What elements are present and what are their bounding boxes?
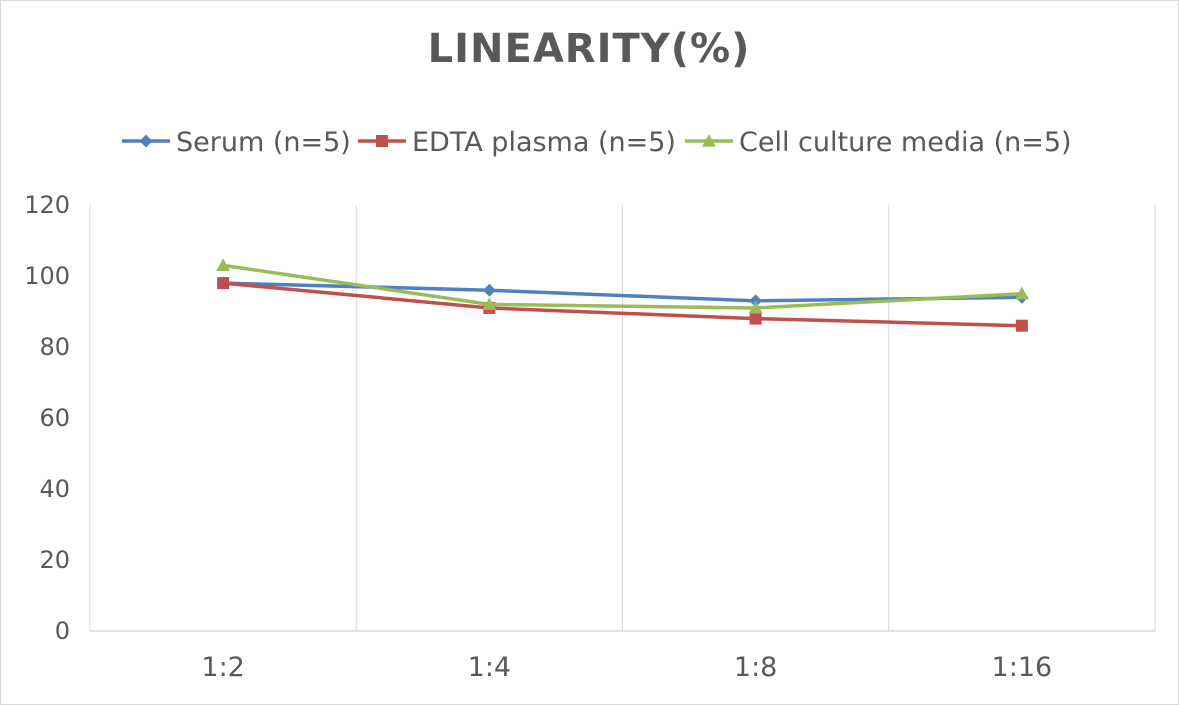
y-axis: 0 20 40 60 80 100 120 — [24, 191, 70, 645]
series-group — [216, 258, 1029, 332]
legend-label: Cell culture media (n=5) — [739, 127, 1072, 158]
y-tick-label: 0 — [55, 617, 70, 645]
data-point-triangle — [216, 258, 231, 271]
y-tick-label: 40 — [39, 475, 70, 503]
x-tick-label: 1:2 — [201, 652, 244, 683]
legend-label: Serum (n=5) — [176, 127, 351, 158]
series-square — [217, 277, 1028, 332]
legend-marker-square — [376, 135, 388, 147]
data-point-triangle — [482, 297, 497, 310]
legend: Serum (n=5) EDTA plasma (n=5) Cell culture… — [122, 127, 1072, 158]
y-tick-label: 60 — [39, 404, 70, 432]
chart-title: LINEARITY(%) — [428, 26, 751, 72]
y-tick-label: 80 — [39, 333, 70, 361]
y-tick-label: 20 — [39, 546, 70, 574]
series-triangle — [216, 258, 1029, 314]
legend-label: EDTA plasma (n=5) — [412, 127, 676, 158]
legend-item: Serum (n=5) — [122, 127, 351, 158]
x-axis: 1:2 1:4 1:8 1:16 — [201, 652, 1052, 683]
series-line — [222, 281, 1022, 328]
data-point-diamond — [749, 294, 763, 308]
x-tick-label: 1:16 — [992, 652, 1053, 683]
y-tick-label: 120 — [24, 191, 70, 219]
legend-item: EDTA plasma (n=5) — [358, 127, 676, 158]
legend-marker-diamond — [139, 134, 153, 148]
data-point-square — [1015, 319, 1028, 332]
data-point-diamond — [482, 283, 496, 297]
x-tick-label: 1:4 — [468, 652, 511, 683]
series-line — [222, 263, 1022, 310]
gridlines — [89, 205, 1156, 632]
series-line — [223, 281, 1022, 303]
legend-item: Cell culture media (n=5) — [685, 127, 1072, 158]
x-tick-label: 1:8 — [734, 652, 777, 683]
data-point-square — [749, 312, 762, 325]
legend-marker-triangle — [702, 134, 716, 147]
y-tick-label: 100 — [24, 262, 70, 290]
data-point-triangle — [1014, 286, 1029, 300]
data-point-triangle — [748, 300, 763, 314]
data-point-square — [217, 277, 230, 290]
